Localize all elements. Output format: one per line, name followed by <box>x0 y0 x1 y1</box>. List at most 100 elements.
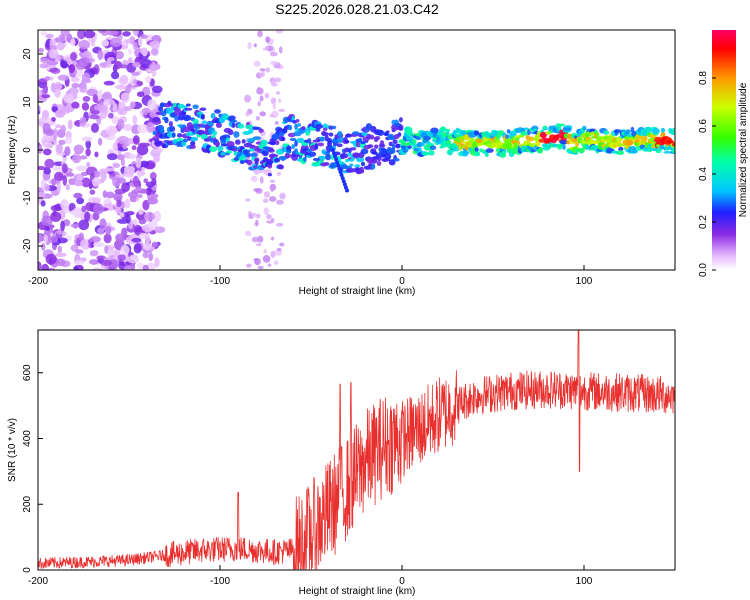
spectrogram-noise-blob <box>115 233 126 243</box>
spectrogram-noise-blob <box>142 264 149 270</box>
spectrogram-noise-blob <box>76 174 83 181</box>
spectrogram-ridge-blob <box>215 122 222 128</box>
spectrogram-ridge-blob <box>671 142 675 147</box>
snr-marks <box>38 330 675 570</box>
spectrogram-faint-blob <box>253 60 261 67</box>
spectrogram-faint-blob <box>279 192 286 200</box>
spectrogram-streak-blob <box>338 169 343 174</box>
spectrogram-noise-blob <box>142 242 152 251</box>
snr-frame <box>37 329 676 571</box>
spectrogram-ridge-blob <box>535 140 541 147</box>
spectrogram-noise-blob <box>127 48 133 55</box>
spectrogram-faint-blob <box>259 176 264 184</box>
spectrogram-ridge-blob <box>190 136 198 142</box>
spectrogram-ridge-blob <box>559 139 569 145</box>
spectrogram-ridge-blob <box>249 145 259 149</box>
spectrogram-noise-blob <box>131 237 142 243</box>
spectrogram-ridge-blob <box>504 138 513 145</box>
spectrogram-ridge-blob <box>398 117 403 123</box>
spectrogram-faint-blob <box>265 45 270 51</box>
colorbar-tick-label: 0.4 <box>698 167 709 181</box>
spectrogram-noise-blob <box>138 142 150 147</box>
snr-x-ticks: -200 -100 0 100 <box>28 565 593 587</box>
spectrogram-noise-blob <box>117 135 129 145</box>
spectrogram-faint-blob <box>257 30 263 38</box>
spectrogram-noise-blob <box>38 191 46 199</box>
spectrogram-noise-blob <box>150 61 157 72</box>
spectrogram-noise-blob <box>40 31 48 36</box>
spectrogram-ridge-blob <box>564 127 573 131</box>
spectrogram-ridge-blob <box>444 128 451 132</box>
spectrogram-noise-blob <box>64 146 71 156</box>
spectrogram-noise-blob <box>125 39 133 44</box>
spectrogram-ridge-blob <box>176 133 183 138</box>
spectrogram-noise-blob <box>38 144 43 154</box>
spectrogram-faint-blob <box>244 94 252 103</box>
spectrogram-ridge-blob <box>159 128 165 134</box>
x-tick-label: 100 <box>576 276 593 287</box>
spectrogram-noise-blob <box>118 101 126 110</box>
spectrogram-noise-blob <box>70 52 77 61</box>
spectrogram-noise-blob <box>56 41 65 51</box>
spectrogram-noise-blob <box>38 105 41 112</box>
spectrogram-ridge-blob <box>411 139 417 143</box>
spectrogram-noise-blob <box>152 85 163 94</box>
spectrogram-faint-blob <box>245 198 251 202</box>
y-tick-label: 200 <box>22 495 33 512</box>
spectrogram-ridge-blob <box>552 143 559 148</box>
spectrogram-noise-blob <box>148 252 154 262</box>
spectrogram-ridge-blob <box>651 127 660 135</box>
spectrogram-ridge-blob <box>229 119 238 123</box>
spectrogram-faint-blob <box>253 43 257 48</box>
spectrogram-faint-blob <box>245 230 252 237</box>
spectrogram-noise-blob <box>151 241 158 248</box>
spectrogram-ridge-blob <box>365 123 372 130</box>
spectrogram-noise-blob <box>142 252 149 259</box>
spectrogram-noise-blob <box>97 137 103 146</box>
spectrogram-ridge-blob <box>252 136 261 141</box>
spectrogram-ridge-blob <box>231 122 236 129</box>
spectrogram-noise-blob <box>112 162 121 168</box>
spectrogram-streak-blob <box>335 160 340 165</box>
spectrogram-ridge-blob <box>453 133 462 138</box>
spectrogram-ridge-blob <box>307 138 312 144</box>
spectrogram-ridge-blob <box>660 127 666 133</box>
spectrogram-noise-blob <box>147 99 157 110</box>
spectrogram-ridge-blob <box>286 149 292 154</box>
spectrogram-ridge-blob <box>201 120 208 125</box>
spectrogram-ridge-blob <box>213 109 221 114</box>
spectrogram-faint-blob <box>263 191 271 198</box>
spectrogram-noise-blob <box>104 226 112 235</box>
spectrogram-noise-blob <box>85 148 91 157</box>
spectrogram-ridge-blob <box>169 125 176 132</box>
spectrogram-noise-blob <box>101 39 110 47</box>
spectrogram-ridge-blob <box>625 129 631 134</box>
spectrogram-ridge-blob <box>331 125 337 130</box>
spectrogram-ridge-blob <box>605 138 610 144</box>
spectrogram-noise-blob <box>42 122 51 134</box>
y-tick-label: -20 <box>22 238 33 253</box>
spectrogram-ridge-blob <box>319 136 325 142</box>
spectrogram-ridge-blob <box>360 161 366 167</box>
spectrogram-streak-blob <box>337 166 342 171</box>
spectrogram-faint-blob <box>272 102 277 110</box>
spectrogram-noise-blob <box>82 96 91 102</box>
spectrogram-faint-blob <box>278 108 286 113</box>
spectrogram-noise-blob <box>39 63 49 69</box>
colorbar: 0.0 0.2 0.4 0.6 0.8 Normalized spectral ampl… <box>698 30 749 277</box>
spectrogram-ridge-blob <box>556 123 566 127</box>
spectrogram-noise-blob <box>125 214 131 224</box>
spectrogram-ridge-blob <box>237 123 245 129</box>
spectrogram-faint-blob <box>257 265 264 270</box>
spectrogram-noise-blob <box>103 80 115 86</box>
spectrogram-ridge-blob <box>234 139 241 145</box>
spectrogram-noise-blob <box>143 211 156 222</box>
spectrogram-ridge-blob <box>372 158 378 164</box>
spectrogram-faint-blob <box>251 236 260 243</box>
spectrogram-streak-blob <box>331 151 336 156</box>
y-tick-label: 0 <box>22 567 33 573</box>
spectrogram-noise-blob <box>97 30 107 34</box>
spectrogram-ridge-blob <box>406 129 413 137</box>
spectrogram-faint-blob <box>278 98 282 103</box>
spectrogram-ridge-blob <box>634 134 642 140</box>
